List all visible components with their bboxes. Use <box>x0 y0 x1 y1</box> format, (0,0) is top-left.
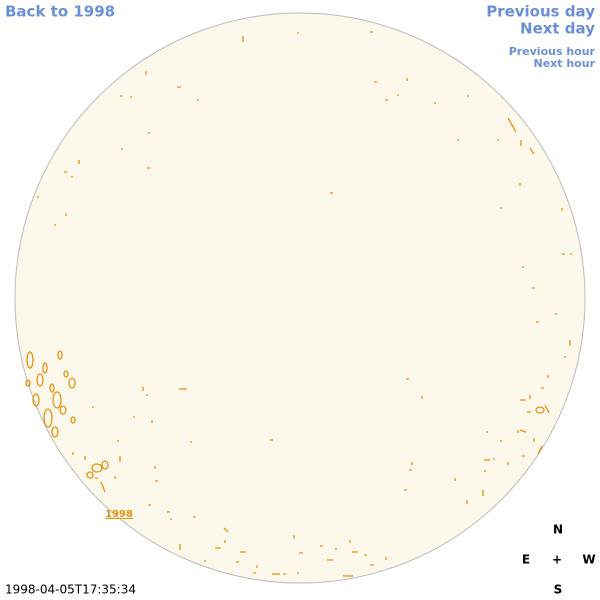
compass-north: N <box>553 523 563 537</box>
compass-center: + <box>552 553 562 567</box>
year-label[interactable]: 1998 <box>105 509 133 520</box>
previous-hour-link[interactable]: Previous hour <box>509 45 596 58</box>
contours <box>37 31 572 577</box>
contour-clusters <box>25 350 545 479</box>
compass-south: S <box>554 583 563 597</box>
compass-east: E <box>522 553 530 567</box>
compass-west: W <box>582 553 595 567</box>
solar-disc <box>14 12 586 584</box>
next-hour-link[interactable]: Next hour <box>534 57 596 70</box>
timestamp: 1998-04-05T17:35:34 <box>5 583 136 597</box>
next-day-link[interactable]: Next day <box>520 20 595 38</box>
previous-day-link[interactable]: Previous day <box>486 3 595 21</box>
back-link[interactable]: Back to 1998 <box>5 3 115 21</box>
